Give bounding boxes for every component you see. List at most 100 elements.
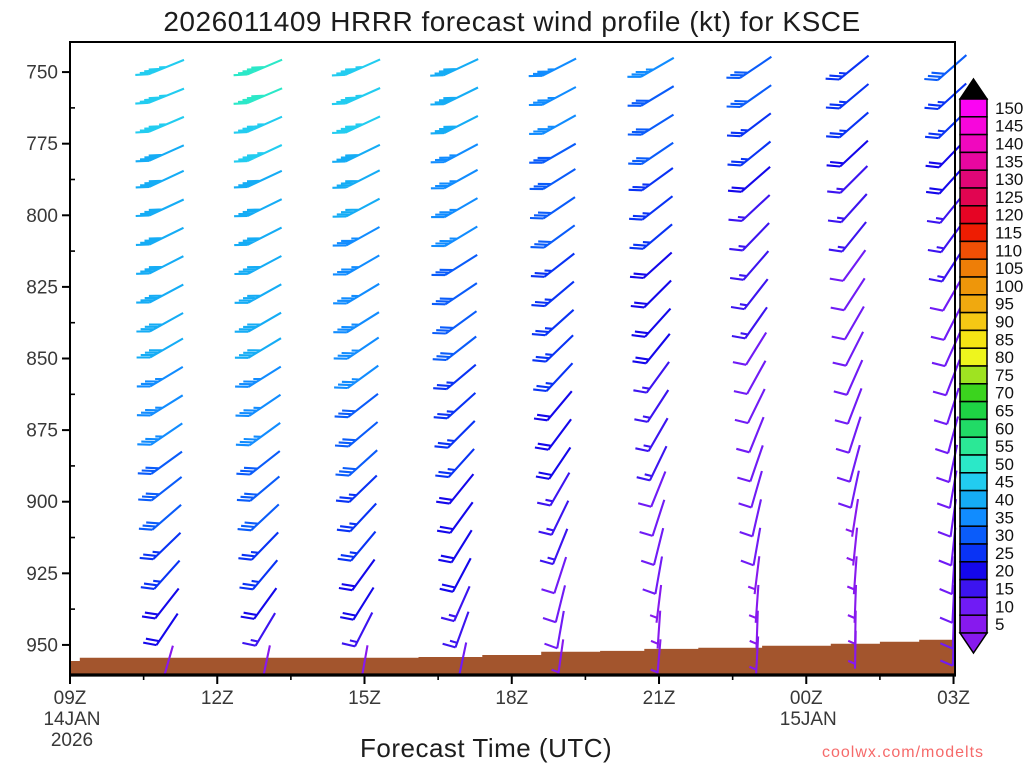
wind-barb [233,169,283,189]
wind-barb-column [726,55,772,674]
wind-barb [539,528,569,566]
colorbar-label: 105 [995,259,1023,278]
wind-barb [748,636,760,674]
wind-barb [542,585,567,624]
wind-barb [430,114,479,135]
wind-barb [637,471,667,508]
wind-barb [430,58,479,77]
wind-barb [135,87,185,105]
colorbar-cell [959,311,988,332]
colorbar-cell [959,365,988,385]
wind-barb [928,249,964,283]
wind-barb [931,330,962,368]
wind-barb [837,470,860,509]
wind-barb [836,444,861,483]
colorbar-label: 15 [995,580,1014,599]
colorbar-cell [959,472,988,492]
wind-barb [341,612,374,648]
wind-barb [925,164,966,195]
y-tick-label: 775 [26,134,58,155]
colorbar-label: 75 [995,366,1014,385]
wind-barb [832,331,865,367]
wind-barb [535,446,572,480]
wind-barb [924,54,968,82]
x-tick-date-label: 14JAN [43,709,100,730]
wind-barb [136,394,184,417]
colorbar-label: 115 [995,224,1022,243]
wind-barb [551,639,565,674]
colorbar-cell [959,418,988,438]
wind-barb [431,225,478,248]
wind-barb [650,639,662,674]
colorbar-label: 85 [995,330,1014,349]
x-tick-label: 12Z [201,688,234,709]
colorbar-label: 70 [995,384,1014,403]
colorbar-label: 40 [995,491,1014,510]
wind-barb [634,389,670,423]
x-tick-label: 09Z [54,688,87,709]
wind-barb [163,645,174,674]
wind-barb [234,337,282,359]
wind-barb [333,336,380,360]
colorbar-cell [959,454,988,474]
wind-barb [135,198,185,218]
wind-barb [729,222,770,252]
wind-barb [544,610,565,650]
colorbar-label: 125 [995,188,1023,207]
wind-barb [331,58,381,77]
wind-barb [825,83,870,110]
wind-barb [333,311,380,334]
wind-barb [430,86,479,106]
y-tick-label: 925 [26,564,58,585]
wind-barb [439,557,472,593]
wind-barb [633,361,670,394]
wind-barb [642,556,664,595]
wind-barb-column [430,58,479,674]
wind-barb [431,282,478,306]
wind-barb [930,305,963,341]
wind-barb [726,55,772,80]
wind-barb [827,193,868,224]
wind-barb [334,392,379,419]
wind-barb [739,499,763,538]
wind-barb [332,197,381,218]
wind-barb [639,499,666,537]
wind-barb [734,388,766,425]
colorbar-label: 20 [995,562,1014,581]
wind-barb [431,254,478,277]
wind-barb [531,309,575,337]
wind-barb [530,252,575,278]
wind-barb [531,280,575,308]
wind-barb [630,279,672,309]
wind-barb [736,416,765,454]
wind-barb [237,503,280,532]
colorbar-cell [959,116,988,136]
wind-barb [442,611,470,649]
y-tick-label: 875 [26,421,58,442]
wind-barb [432,310,478,335]
colorbar-label: 10 [995,597,1014,616]
wind-barb [136,283,184,304]
wind-barb [730,278,769,311]
wind-barb [729,250,770,281]
wind-barb [135,58,185,76]
wind-barb [528,86,577,107]
wind-barb [834,388,863,425]
wind-barb [234,255,282,276]
colorbar-cell [959,489,988,510]
wind-barb-column [825,54,870,669]
colorbar-cell [959,561,988,581]
wind-barb [458,642,468,674]
y-tick-label: 800 [26,206,58,227]
wind-barb [929,277,964,312]
wind-barb [628,141,674,166]
wind-barb [632,333,671,365]
wind-barb [534,418,572,451]
wind-barb [236,450,281,476]
wind-barb [629,251,673,280]
wind-barb [627,113,675,136]
colorbar-group: 1501451401351301251201151101051009590858… [958,77,1023,655]
wind-barb [828,221,867,253]
